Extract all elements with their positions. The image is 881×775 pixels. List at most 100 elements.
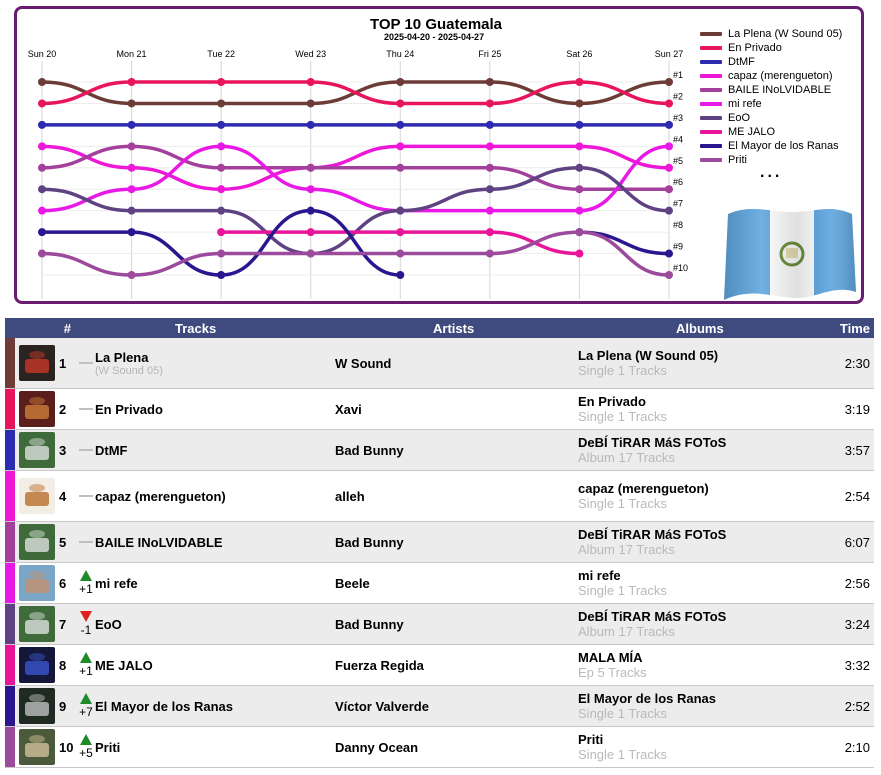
rank-change-cell: [77, 338, 95, 389]
table-row[interactable]: 1 La Plena (W Sound 05) W Sound La Plena (W …: [5, 338, 875, 389]
artist-name[interactable]: Fuerza Regida: [335, 657, 424, 673]
track-title[interactable]: DtMF: [95, 442, 128, 458]
album-title[interactable]: capaz (merengueton): [578, 481, 709, 496]
album-info: Album 17 Tracks: [578, 624, 675, 639]
track-duration: 3:57: [844, 442, 871, 458]
time-header[interactable]: Time: [839, 320, 871, 336]
series-point: [217, 78, 226, 86]
tracks-table: # Tracks Artists Albums Time 1 La Plena (W…: [5, 318, 875, 768]
track-title[interactable]: En Privado: [95, 401, 163, 417]
track-title[interactable]: Priti: [95, 739, 121, 755]
artist-name[interactable]: W Sound: [335, 355, 392, 371]
legend-item[interactable]: Priti: [700, 153, 850, 167]
album-cover[interactable]: [19, 345, 55, 381]
track-title[interactable]: El Mayor de los Ranas: [95, 698, 234, 714]
album-title[interactable]: MALA MÍA: [578, 650, 643, 665]
rank-header[interactable]: #: [63, 320, 72, 336]
series-point: [217, 99, 226, 108]
row-color-bar: [5, 522, 17, 563]
artists-header[interactable]: Artists: [433, 320, 475, 336]
table-row[interactable]: 4 capaz (merengueton) alleh capaz (merengue…: [5, 470, 875, 522]
album-title[interactable]: mi refe: [578, 568, 621, 583]
artist-name[interactable]: Bad Bunny: [335, 616, 404, 632]
table-row[interactable]: 9 +7 El Mayor de los Ranas Víctor Valverde E…: [5, 685, 875, 727]
album-title[interactable]: La Plena (W Sound 05): [578, 348, 719, 363]
no-change-icon: [79, 408, 94, 410]
legend-swatch: [700, 158, 722, 162]
album-info: Single 1 Tracks: [578, 583, 667, 598]
rank-number: 7: [59, 616, 67, 632]
legend-label: capaz (merengueton): [728, 70, 833, 82]
series-point: [217, 120, 226, 129]
guatemala-flag-icon: [724, 208, 856, 301]
rank-change-cell: +1: [77, 645, 95, 686]
legend-label: mi refe: [728, 98, 762, 110]
legend-item[interactable]: capaz (merengueton): [700, 69, 850, 83]
x-tick-label: Thu 24: [386, 49, 414, 59]
track-title[interactable]: mi refe: [95, 575, 138, 591]
album-cover[interactable]: [19, 688, 55, 724]
legend-item[interactable]: DtMF: [700, 55, 850, 69]
artist-name[interactable]: alleh: [335, 488, 365, 504]
track-duration: 3:24: [844, 616, 871, 632]
series-point: [38, 120, 46, 129]
track-title[interactable]: ME JALO: [95, 657, 153, 673]
track-title[interactable]: La Plena: [95, 349, 149, 365]
album-cover[interactable]: [19, 606, 55, 642]
artist-name[interactable]: Danny Ocean: [335, 739, 419, 755]
tracks-header[interactable]: Tracks: [175, 320, 217, 336]
album-cover[interactable]: [19, 391, 55, 427]
table-row[interactable]: 2 En Privado Xavi En Privado Single 1 Tracks…: [5, 388, 875, 430]
album-cover[interactable]: [19, 478, 55, 514]
track-title[interactable]: BAILE INoLVIDABLE: [95, 534, 223, 550]
table-row[interactable]: 3 DtMF Bad Bunny DeBÍ TiRAR MáS FOToS Album …: [5, 429, 875, 471]
series-point: [396, 163, 405, 172]
series-point: [127, 271, 136, 279]
legend-item[interactable]: La Plena (W Sound 05): [700, 27, 850, 41]
table-row[interactable]: 6 +1 mi refe Beele mi refe Single 1 Tracks 2:5…: [5, 562, 875, 604]
table-row[interactable]: 8 +1 ME JALO Fuerza Regida MALA MÍA Ep 5 Trac…: [5, 644, 875, 686]
artist-name[interactable]: Víctor Valverde: [335, 698, 429, 714]
album-title[interactable]: En Privado: [578, 394, 646, 409]
album-cover[interactable]: [19, 432, 55, 468]
legend-item[interactable]: ME JALO: [700, 125, 850, 139]
legend-item[interactable]: El Mayor de los Ranas: [700, 139, 850, 153]
series-point: [485, 142, 494, 151]
series-point: [575, 142, 584, 151]
table-row[interactable]: 5 BAILE INoLVIDABLE Bad Bunny DeBÍ TiRAR Má…: [5, 521, 875, 563]
rank-number: 8: [59, 657, 67, 673]
series-point: [127, 185, 136, 194]
artist-name[interactable]: Bad Bunny: [335, 442, 404, 458]
table-row[interactable]: 7 -1 EoO Bad Bunny DeBÍ TiRAR MáS FOToS Album…: [5, 603, 875, 645]
rank-up-icon: [80, 693, 93, 704]
series-point: [396, 228, 405, 237]
albums-header[interactable]: Albums: [676, 320, 724, 336]
album-title[interactable]: Priti: [578, 732, 604, 747]
track-title[interactable]: EoO: [95, 616, 122, 632]
legend-item[interactable]: EoO: [700, 111, 850, 125]
artist-name[interactable]: Bad Bunny: [335, 534, 404, 550]
legend-label: ME JALO: [728, 126, 776, 138]
legend-item[interactable]: BAILE INoLVIDABLE: [700, 83, 850, 97]
album-title[interactable]: DeBÍ TiRAR MáS FOToS: [578, 527, 727, 542]
y-tick-label: #9: [673, 242, 683, 252]
rank-change-cell: +7: [77, 686, 95, 727]
album-cover[interactable]: [19, 524, 55, 560]
series-point: [665, 142, 673, 151]
album-title[interactable]: DeBÍ TiRAR MáS FOToS: [578, 609, 727, 624]
track-title[interactable]: capaz (merengueton): [95, 488, 226, 504]
album-cover[interactable]: [19, 729, 55, 765]
legend-item[interactable]: mi refe: [700, 97, 850, 111]
series-point: [127, 206, 136, 215]
legend-item[interactable]: En Privado: [700, 41, 850, 55]
artist-name[interactable]: Beele: [335, 575, 370, 591]
artist-name[interactable]: Xavi: [335, 401, 362, 417]
album-cover[interactable]: [19, 565, 55, 601]
album-title[interactable]: DeBÍ TiRAR MáS FOToS: [578, 435, 727, 450]
album-title[interactable]: El Mayor de los Ranas: [578, 691, 717, 706]
y-tick-label: #1: [673, 70, 683, 80]
series-point: [665, 78, 673, 86]
table-row[interactable]: 10 +5 Priti Danny Ocean Priti Single 1 Tracks…: [5, 726, 875, 768]
row-color-bar: [5, 338, 17, 389]
album-cover[interactable]: [19, 647, 55, 683]
